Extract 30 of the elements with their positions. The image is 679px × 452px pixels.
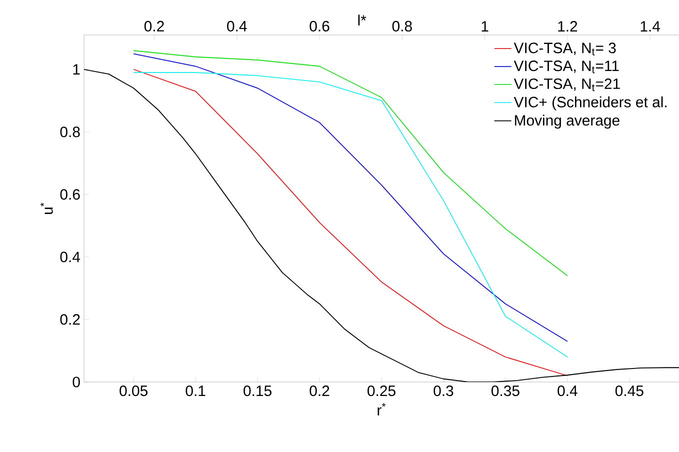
y-axis-title: u$^{*}$ [40,202,53,214]
y-tick-label: 0.4 [60,252,80,262]
y-tick-label: 1 [73,64,80,75]
x2-tick-label: 0.2 [144,20,164,32]
x2-tick-label: 0.6 [310,20,330,32]
x-tick-label: 0.3 [434,386,454,396]
x-tick-label: 0.15 [244,386,272,396]
x-tick-label: 0.05 [120,386,148,396]
y-tick-label: 0.6 [60,189,80,200]
x2-tick-label: 1.2 [558,21,578,32]
x-axis-title: r$^{*}$ [378,402,386,416]
x-tick-label: 0.4 [558,386,578,396]
legend-label: Moving average [515,114,620,129]
x-tick-label: 0.2 [310,386,330,396]
x-tick-label: 0.25 [368,386,396,396]
legend-label: VIC+ (Schneiders et al. [514,96,666,110]
x2-tick-label: 1 [482,21,488,32]
legend-label: VIC-TSA, N$_{t}$=21 [514,78,620,92]
legend-label: VIC-TSA, N$_{t}$= 3 [514,42,616,56]
x-tick-label: 0.35 [491,386,520,396]
legend-label: VIC-TSA, N$_{t}$=11 [514,60,619,74]
x-tick-label: 0.45 [615,386,644,396]
x2-tick-label: 0.4 [227,20,247,32]
x2-tick-label: 1.4 [640,21,660,32]
x2-axis-title: l* [358,14,366,26]
y-tick-label: 0.8 [60,126,80,138]
x2-tick-label: 0.8 [392,20,412,32]
y-tick-label: 0.2 [60,314,80,325]
x-tick-label: 0.1 [186,386,206,396]
y-tick-label: 0 [72,376,80,388]
